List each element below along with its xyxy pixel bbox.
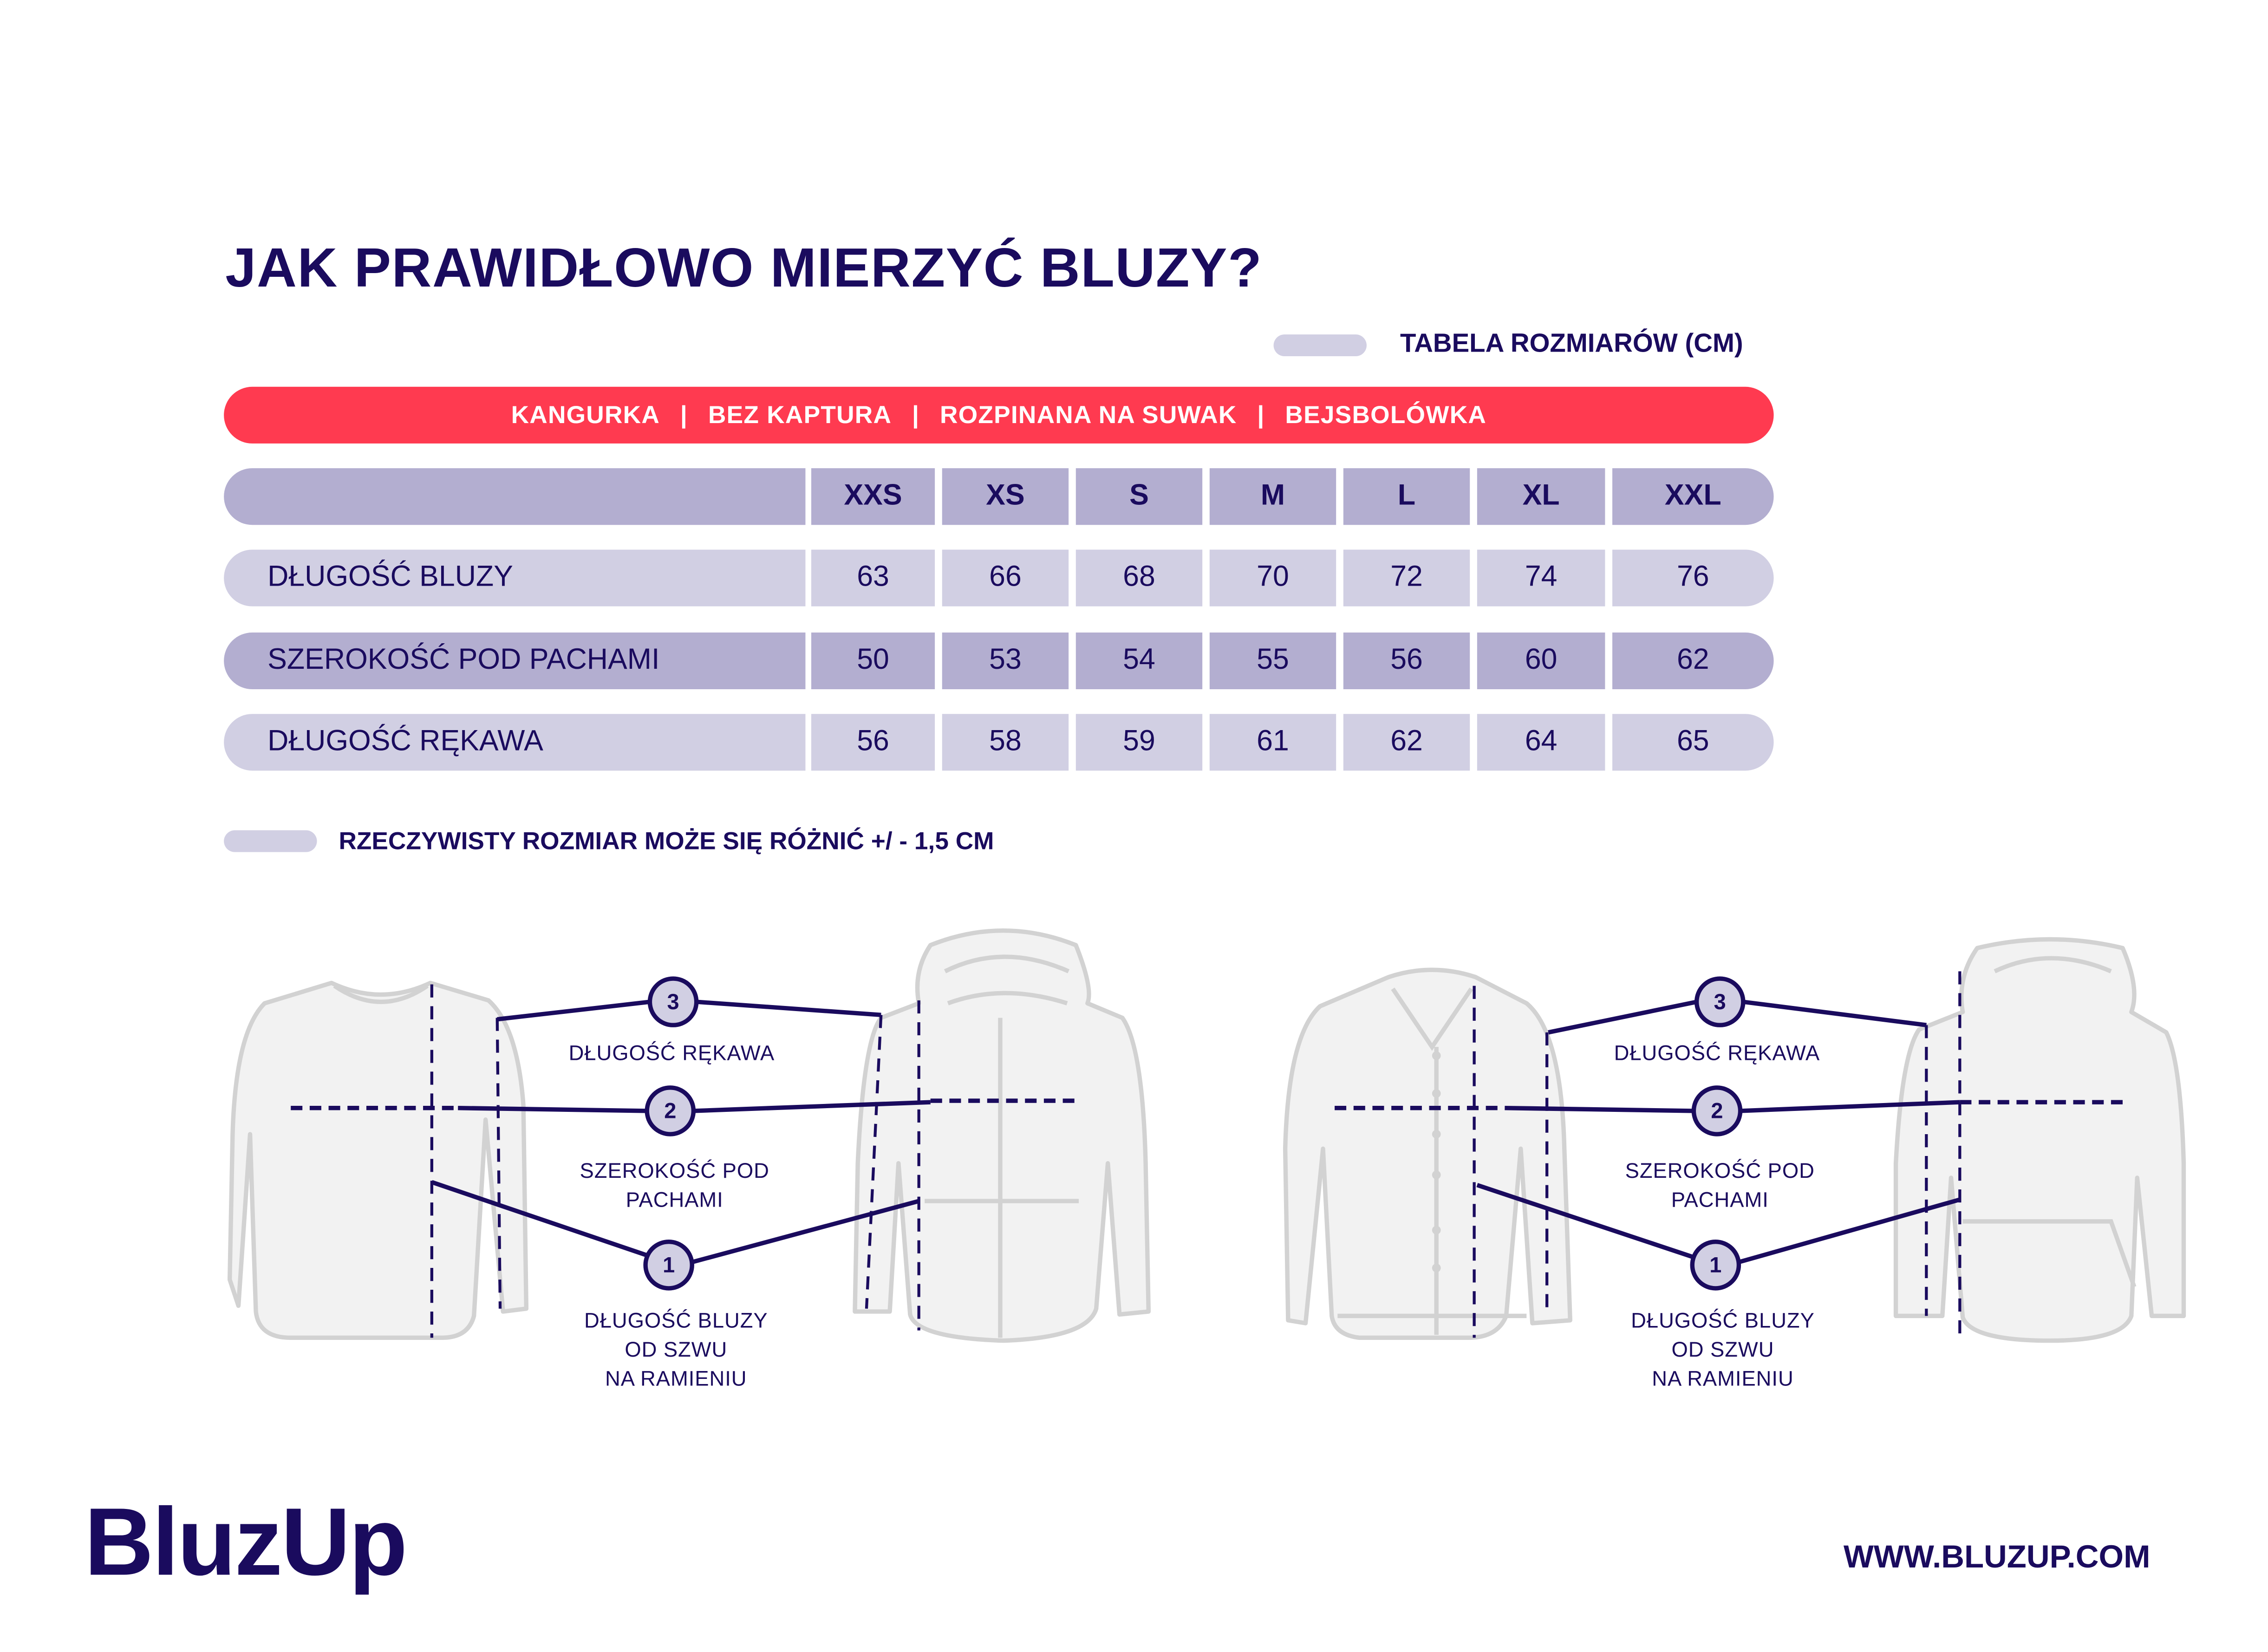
marker-number: 1 <box>1709 1252 1721 1277</box>
collar-icon <box>333 984 429 1004</box>
separator: | <box>912 400 920 429</box>
table-cell: 74 <box>1477 549 1605 607</box>
chest-width-line2: PACHAMI <box>1671 1189 1769 1213</box>
sweatshirt-illustration <box>227 980 529 1340</box>
table-row: DŁUGOŚĆ BLUZY 63 66 68 70 72 74 76 <box>224 549 1774 607</box>
chest-width-line1: SZEROKOŚĆ POD <box>580 1160 769 1184</box>
page-title: JAK PRAWIDŁOWO MIERZYĆ BLUZY? <box>225 238 1263 300</box>
bluzup-logo: BluzUp <box>84 1487 408 1595</box>
size-header: XS <box>942 468 1069 525</box>
sleeve-length-label-left: DŁUGOŚĆ RĘKAWA <box>568 1042 775 1066</box>
table-cell: 64 <box>1477 714 1605 771</box>
table-cell: 56 <box>1343 632 1470 689</box>
category-kangurka: KANGURKA <box>511 400 660 429</box>
table-cell: 63 <box>811 549 935 607</box>
table-cell: 66 <box>942 549 1069 607</box>
size-header: XL <box>1477 468 1605 525</box>
table-row: SZEROKOŚĆ POD PACHAMI 50 53 54 55 56 60 62 <box>224 632 1774 689</box>
chest-width-label-right: SZEROKOŚĆ POD PACHAMI <box>1575 1157 1865 1215</box>
vertical-guides <box>430 971 1962 1341</box>
body-length-label-right: DŁUGOŚĆ BLUZY OD SZWU NA RAMIENIU <box>1577 1307 1868 1395</box>
hood-zip-pocket-icon <box>925 954 1079 1338</box>
table-cell: 76 <box>1612 549 1774 607</box>
table-cell: 54 <box>1075 632 1203 689</box>
marker-2: 2 <box>1691 1085 1743 1136</box>
table-cell: 65 <box>1612 714 1774 771</box>
separator: | <box>680 400 688 429</box>
baseball-jacket-illustration <box>1283 967 1572 1340</box>
body-length-line3: NA RAMIENIU <box>1652 1368 1794 1392</box>
category-rozpinana: ROZPINANA NA SUWAK <box>940 400 1237 429</box>
marker-number: 2 <box>664 1098 676 1123</box>
table-cell: 60 <box>1477 632 1605 689</box>
marker-number: 3 <box>1714 989 1726 1014</box>
row-label: SZEROKOŚĆ POD PACHAMI <box>224 632 806 689</box>
table-row: DŁUGOŚĆ RĘKAWA 56 58 59 61 62 64 65 <box>224 714 1774 771</box>
table-cell: 68 <box>1075 549 1203 607</box>
body-length-line2: OD SZWU <box>625 1339 728 1363</box>
tolerance-note: RZECZYWISTY ROZMIAR MOŻE SIĘ RÓŻNIĆ +/ -… <box>339 827 994 855</box>
chest-width-label-left: SZEROKOŚĆ POD PACHAMI <box>529 1157 820 1215</box>
hood-pocket-icon <box>1962 956 2137 1288</box>
table-cell: 62 <box>1612 632 1774 689</box>
row-label: DŁUGOŚĆ BLUZY <box>224 549 806 607</box>
size-header: L <box>1343 468 1470 525</box>
marker-1: 1 <box>643 1240 694 1291</box>
category-bar: KANGURKA | BEZ KAPTURA | ROZPINANA NA SU… <box>224 386 1774 444</box>
size-header: S <box>1075 468 1203 525</box>
table-cell: 59 <box>1075 714 1203 771</box>
marker-number: 1 <box>663 1252 675 1277</box>
header-empty-cell <box>224 468 806 525</box>
table-cell: 55 <box>1209 632 1336 689</box>
legend-swatch <box>1273 334 1367 357</box>
body-length-line3: NA RAMIENIU <box>605 1368 747 1392</box>
size-header: XXS <box>811 468 935 525</box>
row-label: DŁUGOŚĆ RĘKAWA <box>224 714 806 771</box>
body-length-label-left: DŁUGOŚĆ BLUZY OD SZWU NA RAMIENIU <box>531 1307 821 1395</box>
chest-width-line2: PACHAMI <box>626 1189 723 1213</box>
callout-lines <box>431 999 1961 1265</box>
marker-1: 1 <box>1690 1240 1741 1291</box>
note-swatch <box>224 830 317 852</box>
horizontal-guides <box>291 1098 2126 1110</box>
category-bejsbolowka: BEJSBOLÓWKA <box>1285 400 1487 429</box>
table-cell: 61 <box>1209 714 1336 771</box>
size-header: XXL <box>1612 468 1774 525</box>
marker-number: 3 <box>667 989 679 1014</box>
sleeve-length-label-right: DŁUGOŚĆ RĘKAWA <box>1614 1042 1820 1066</box>
chest-width-line1: SZEROKOŚĆ POD <box>1625 1160 1815 1184</box>
body-length-line1: DŁUGOŚĆ BLUZY <box>1631 1310 1815 1333</box>
table-cell: 72 <box>1343 549 1470 607</box>
marker-3: 3 <box>647 976 699 1027</box>
kangaroo-hoodie-illustration <box>1893 937 2186 1343</box>
separator: | <box>1257 400 1265 429</box>
marker-3: 3 <box>1694 976 1746 1027</box>
body-length-line1: DŁUGOŚĆ BLUZY <box>584 1310 768 1333</box>
table-header-row: XXS XS S M L XL XXL <box>224 468 1774 525</box>
table-cell: 62 <box>1343 714 1470 771</box>
table-cell: 70 <box>1209 549 1336 607</box>
table-cell: 53 <box>942 632 1069 689</box>
website-link[interactable]: WWW.BLUZUP.COM <box>1843 1538 2151 1575</box>
table-cell: 58 <box>942 714 1069 771</box>
size-header: M <box>1209 468 1336 525</box>
marker-2: 2 <box>645 1085 696 1136</box>
table-cell: 50 <box>811 632 935 689</box>
category-bez-kaptura: BEZ KAPTURA <box>708 400 892 429</box>
body-length-line2: OD SZWU <box>1671 1339 1774 1363</box>
legend-label: TABELA ROZMIARÓW (CM) <box>1400 328 1743 358</box>
marker-number: 2 <box>1711 1098 1723 1123</box>
table-cell: 56 <box>811 714 935 771</box>
